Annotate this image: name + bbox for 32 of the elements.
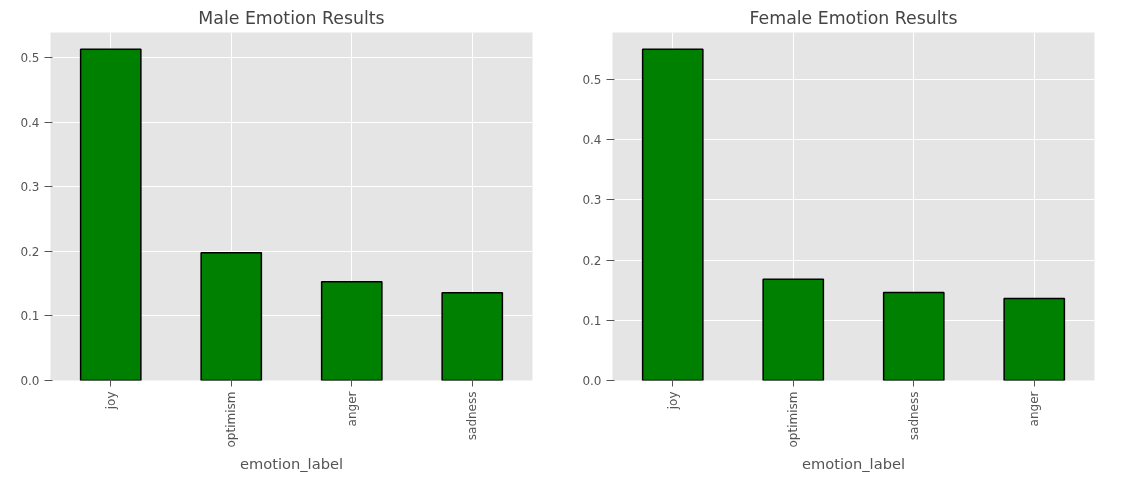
y-tick-label: 0.4 [582, 133, 602, 148]
y-tick-label: 0.5 [582, 72, 602, 87]
x-tick-label: optimism [786, 391, 801, 448]
y-tick-label: 0.1 [20, 309, 40, 324]
y-tick-label: 0.2 [582, 253, 602, 268]
x-axis-title: emotion_label [239, 455, 344, 473]
x-tick-label: optimism [224, 391, 239, 448]
y-tick-label: 0.5 [20, 51, 40, 66]
bar [441, 291, 504, 381]
chart-title: Female Emotion Results [749, 7, 958, 28]
x-tick-label: anger [1027, 391, 1042, 427]
y-tick-label: 0.1 [582, 313, 602, 328]
x-axis-title: emotion_label [801, 455, 906, 473]
y-tick-label: 0.3 [582, 193, 602, 208]
chart-title: Male Emotion Results [198, 7, 385, 28]
bar [1003, 297, 1066, 381]
y-tick-label: 0.0 [20, 374, 40, 388]
y-tick-label: 0.0 [582, 374, 602, 388]
bar [200, 251, 263, 381]
x-tick-label: joy [103, 391, 118, 411]
bar [762, 278, 825, 381]
x-tick-label: joy [665, 391, 680, 411]
bar [882, 291, 945, 381]
x-tick-label: sadness [465, 391, 480, 441]
bar [79, 48, 142, 381]
y-tick-label: 0.3 [20, 180, 40, 195]
bar [320, 280, 383, 381]
y-tick-label: 0.2 [20, 244, 40, 259]
x-tick-label: anger [344, 391, 359, 427]
y-tick-label: 0.4 [20, 115, 40, 130]
bar [641, 48, 704, 381]
x-tick-label: sadness [906, 391, 921, 441]
